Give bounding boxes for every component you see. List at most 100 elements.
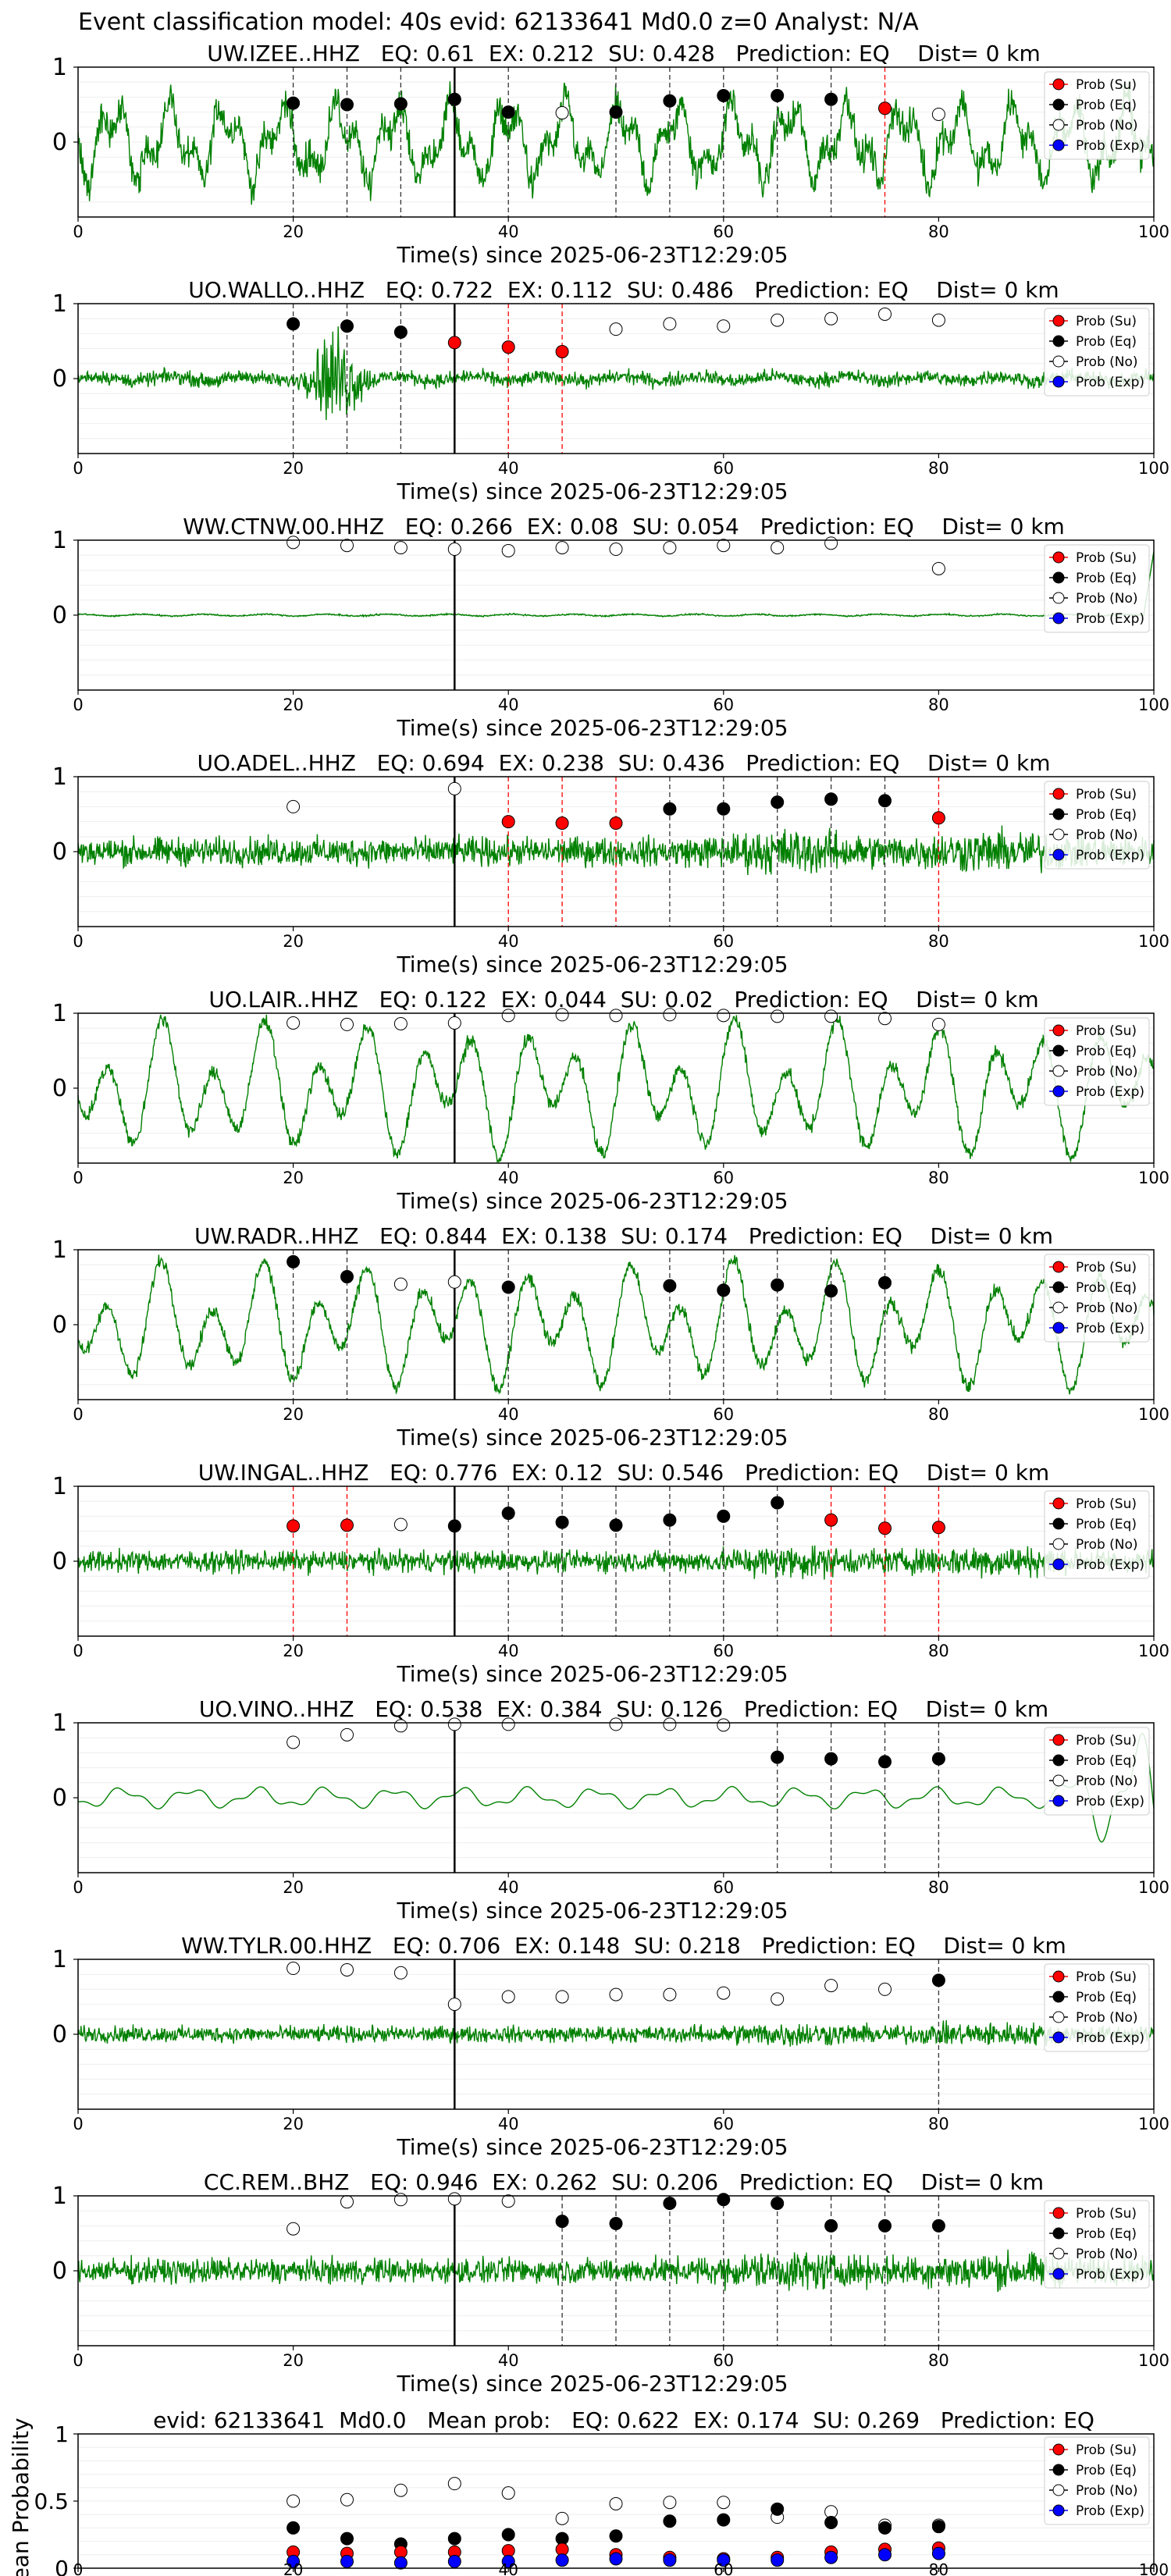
legend-marker-no (1052, 1774, 1065, 1787)
prob-point (287, 535, 301, 550)
prob-point (340, 2195, 354, 2209)
prob-point (287, 1519, 301, 1533)
legend-label: Prob (Exp) (1076, 138, 1144, 154)
legend-marker-eq (1052, 571, 1065, 584)
prob-point (717, 2193, 731, 2207)
legend-marker-exp (1052, 1085, 1065, 1098)
prob-point (878, 1521, 892, 1535)
legend-label: Prob (Exp) (1076, 1084, 1144, 1100)
prob-point (771, 313, 785, 327)
mean-prob-point (717, 2513, 731, 2527)
x-tick-label: 20 (283, 459, 304, 478)
prob-point (717, 1009, 731, 1023)
prob-point (340, 1017, 354, 1031)
x-tick-label: 0 (73, 1169, 83, 1187)
legend-marker-su (1052, 2207, 1065, 2219)
x-axis-label: Time(s) since 2025-06-23T12:29:05 (396, 242, 788, 268)
legend-marker-eq (1052, 1517, 1065, 1530)
x-tick-label: 80 (928, 2351, 949, 2370)
legend-label: Prob (No) (1076, 827, 1138, 843)
x-tick-label: 60 (713, 2115, 734, 2133)
mean-prob-point (771, 2553, 785, 2567)
x-tick-label: 0 (73, 1405, 83, 1424)
x-tick-label: 0 (73, 2351, 83, 2370)
legend-marker-eq (1052, 808, 1065, 820)
x-tick-label: 60 (713, 459, 734, 478)
panel-title: UO.LAIR..HHZ EQ: 0.122 EX: 0.044 SU: 0.0… (208, 987, 1038, 1012)
prob-point (287, 1254, 301, 1268)
prob-point (393, 1966, 408, 1980)
prob-point (609, 1987, 623, 2001)
prob-point (340, 1270, 354, 1284)
legend-label: Prob (Eq) (1076, 1753, 1137, 1769)
prob-point (824, 2218, 838, 2233)
legend-label: Prob (Exp) (1076, 2267, 1144, 2282)
mean-prob-point (501, 2486, 515, 2500)
y-tick-label: 0 (52, 2258, 67, 2285)
y-tick-label: 0 (52, 1784, 67, 1812)
prob-point (287, 1735, 301, 1749)
prob-point (393, 541, 408, 555)
x-tick-label: 20 (283, 1642, 304, 1660)
x-tick-label: 60 (713, 222, 734, 241)
x-tick-label: 80 (928, 1169, 949, 1187)
mean-prob-point (931, 2520, 945, 2534)
legend-label: Prob (No) (1076, 1537, 1138, 1553)
mean-prob-point (555, 2553, 569, 2567)
mean-prob-point (609, 2496, 623, 2510)
legend-marker-eq (1052, 1991, 1065, 2003)
legend-box (1044, 544, 1150, 633)
prob-point (824, 92, 838, 106)
prob-point (931, 1521, 945, 1535)
x-tick-label: 60 (713, 696, 734, 714)
legend-label: Prob (Eq) (1076, 2463, 1137, 2478)
prob-point (393, 325, 408, 339)
prob-point (447, 1519, 461, 1533)
legend-label: Prob (No) (1076, 1774, 1138, 1789)
prob-point (663, 94, 677, 108)
prob-point (393, 2193, 408, 2207)
x-tick-label: 0 (73, 2115, 83, 2133)
prob-point (609, 2217, 623, 2231)
legend-label: Prob (Su) (1076, 77, 1137, 93)
prob-point (771, 541, 785, 555)
prob-point (340, 98, 354, 112)
panel-title: WW.CTNW.00.HHZ EQ: 0.266 EX: 0.08 SU: 0.… (183, 514, 1065, 539)
prob-point (501, 105, 515, 119)
x-tick-label: 40 (498, 1878, 519, 1897)
x-tick-label: 20 (283, 1169, 304, 1187)
prob-point (878, 307, 892, 321)
x-tick-label: 80 (928, 1642, 949, 1660)
legend-label: Prob (Eq) (1076, 1280, 1137, 1296)
legend-label: Prob (No) (1076, 591, 1138, 607)
prob-point (663, 317, 677, 331)
legend-label: Prob (Eq) (1076, 1044, 1137, 1059)
prob-point (447, 1016, 461, 1030)
legend-box (1044, 1963, 1150, 2052)
x-tick-label: 40 (498, 696, 519, 714)
prob-point (555, 541, 569, 555)
prob-point (609, 1717, 623, 1731)
prob-point (931, 107, 945, 121)
panel-title: WW.TYLR.00.HHZ EQ: 0.706 EX: 0.148 SU: 0… (181, 1933, 1066, 1959)
x-tick-label: 20 (283, 932, 304, 951)
legend-label: Prob (No) (1076, 1300, 1138, 1316)
legend-marker-eq (1052, 1281, 1065, 1293)
mean-prob-point (824, 2516, 838, 2530)
prob-point (717, 1986, 731, 2000)
y-tick-label: 1 (55, 2421, 69, 2447)
legend-marker-eq (1052, 2227, 1065, 2240)
legend-label: Prob (Eq) (1076, 1990, 1137, 2005)
prob-point (824, 1979, 838, 1993)
legend-label: Prob (Su) (1076, 1496, 1137, 1512)
legend-marker-exp (1052, 1795, 1065, 1807)
prob-point (609, 1518, 623, 1532)
legend-marker-no (1052, 1065, 1065, 1077)
y-tick-label: 1 (52, 763, 67, 791)
